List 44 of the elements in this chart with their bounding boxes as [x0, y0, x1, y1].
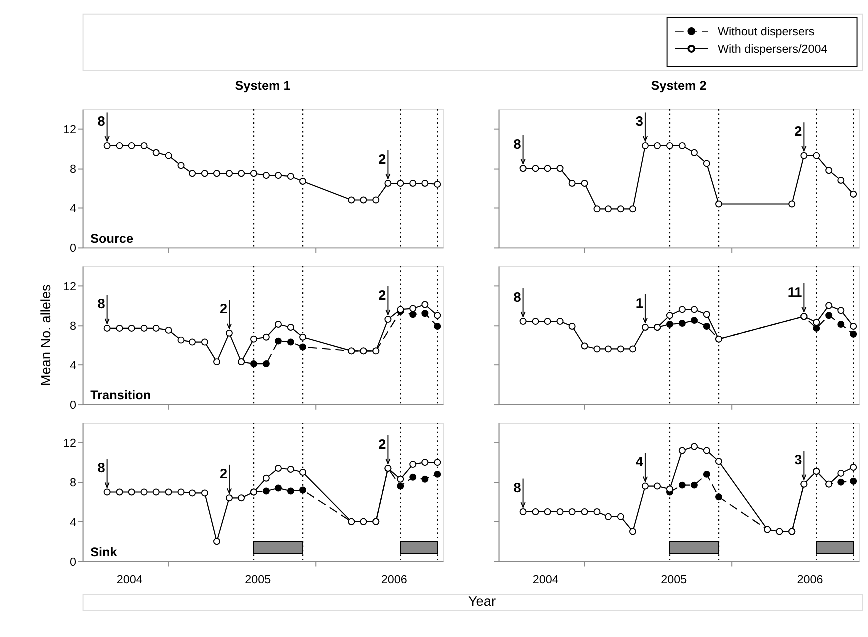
- annotation: 3: [794, 452, 803, 468]
- annotation: 2: [378, 288, 387, 303]
- annotation: 2: [378, 152, 387, 167]
- chart-title: System 2: [651, 79, 707, 94]
- annotation: 8: [514, 290, 522, 305]
- x-tick-label: 2004: [532, 573, 560, 586]
- y-tick-label: 4: [70, 359, 77, 372]
- y-axis-title: Mean No. alleles: [38, 284, 54, 386]
- x-tick-label: 2006: [797, 573, 824, 586]
- y-tick-label: 0: [70, 556, 77, 569]
- legend-label: With dispersers/2004: [718, 42, 828, 56]
- annotation: 4: [636, 454, 644, 470]
- annotation: 8: [514, 480, 522, 496]
- x-axis-title: Year: [468, 594, 496, 610]
- legend-label: Without dispersers: [718, 25, 815, 38]
- y-tick-label: 8: [70, 163, 76, 176]
- annotation: 2: [220, 302, 228, 317]
- annotation: 1: [636, 296, 644, 311]
- chart-title: System 1: [235, 79, 291, 94]
- annotation: 3: [636, 114, 644, 130]
- y-tick-label: 12: [63, 437, 76, 450]
- y-tick-label: 0: [70, 398, 77, 412]
- y-tick-label: 12: [63, 124, 76, 137]
- annotation: 2: [220, 466, 228, 482]
- y-tick-label: 8: [70, 320, 76, 333]
- annotation: 2: [378, 436, 387, 452]
- y-tick-label: 8: [70, 476, 76, 490]
- annotation: 2: [794, 124, 803, 140]
- y-tick-label: 4: [70, 202, 77, 216]
- annotation: Sink: [90, 546, 118, 560]
- x-tick-label: 2006: [381, 573, 408, 586]
- annotation: Source: [90, 232, 134, 246]
- annotation: 8: [98, 460, 106, 476]
- x-tick-label: 2005: [245, 573, 272, 586]
- y-tick-label: 4: [70, 516, 77, 530]
- annotation: 11: [788, 284, 803, 300]
- annotation: 8: [98, 296, 106, 312]
- x-tick-label: 2005: [661, 573, 688, 586]
- y-tick-label: 12: [63, 280, 76, 294]
- x-tick-label: 2004: [116, 573, 144, 586]
- y-tick-label: 0: [70, 242, 77, 256]
- annotation: 8: [98, 114, 106, 130]
- annotation: Transition: [90, 388, 152, 403]
- annotation: 8: [514, 136, 522, 152]
